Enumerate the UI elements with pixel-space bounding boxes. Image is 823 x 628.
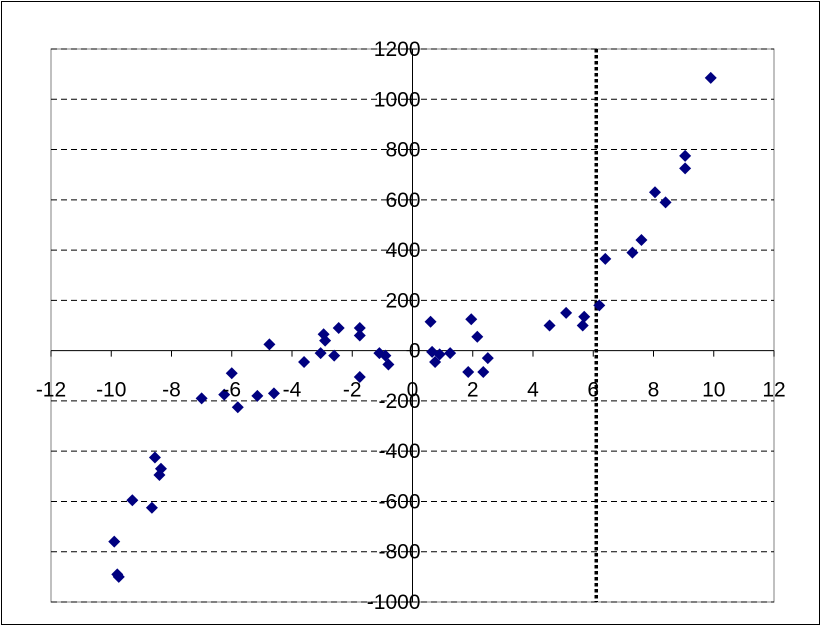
y-tick-label: 400 xyxy=(385,239,420,262)
data-point xyxy=(112,570,125,583)
data-point xyxy=(481,352,494,365)
data-point xyxy=(328,349,341,362)
data-point xyxy=(444,347,457,360)
data-point xyxy=(578,310,591,323)
data-point xyxy=(353,371,366,384)
x-tick-label: -12 xyxy=(36,379,66,402)
data-point xyxy=(353,322,366,335)
data-point xyxy=(679,162,692,175)
y-tick-label: 200 xyxy=(385,289,420,312)
x-tick-label: 0 xyxy=(407,379,419,402)
data-point xyxy=(471,330,484,343)
data-point xyxy=(263,338,276,351)
data-point xyxy=(319,334,332,347)
x-tick-label: 10 xyxy=(702,379,725,402)
data-point xyxy=(126,494,139,507)
y-tick-label: -400 xyxy=(378,440,420,463)
data-point xyxy=(225,367,238,380)
data-point xyxy=(298,355,311,368)
data-point xyxy=(148,451,161,464)
x-tick-label: 2 xyxy=(467,379,479,402)
data-point xyxy=(599,252,612,265)
y-tick-label: 0 xyxy=(409,340,421,363)
y-tick-label: 1000 xyxy=(374,88,421,111)
data-point xyxy=(659,196,672,209)
x-tick-label: -10 xyxy=(96,379,126,402)
data-point xyxy=(704,71,717,84)
data-point xyxy=(465,313,478,326)
data-point xyxy=(462,366,475,379)
data-point xyxy=(108,535,121,548)
x-tick-label: 8 xyxy=(648,379,660,402)
data-point xyxy=(626,246,639,259)
y-tick-label: -200 xyxy=(378,390,420,413)
data-point xyxy=(231,401,244,414)
x-tick-label: -4 xyxy=(283,379,302,402)
data-point xyxy=(543,319,556,332)
data-point xyxy=(429,355,442,368)
y-tick-label: 800 xyxy=(385,139,420,162)
x-tick-label: 6 xyxy=(587,379,599,402)
tick-labels: -12 -10 -8 -6 -4 -2 0 2 4 6 8 10 12 -1000 -800 -600 -400… xyxy=(36,38,786,614)
data-point xyxy=(477,366,490,379)
data-point xyxy=(332,322,345,335)
axes xyxy=(50,48,775,603)
y-tick-label: 600 xyxy=(385,189,420,212)
data-point xyxy=(218,388,231,401)
data-point xyxy=(382,358,395,371)
x-tick-label: -8 xyxy=(162,379,181,402)
data-point xyxy=(195,392,208,405)
data-point xyxy=(251,389,264,402)
x-tick-label: -6 xyxy=(222,379,241,402)
y-tick-label: -1000 xyxy=(367,591,421,614)
data-point xyxy=(424,315,437,328)
x-tick-label: 4 xyxy=(527,379,539,402)
y-tick-label: -600 xyxy=(378,490,420,513)
data-point xyxy=(635,234,648,247)
x-tick-label: -2 xyxy=(343,379,362,402)
data-points xyxy=(108,71,717,583)
x-tick-label: 12 xyxy=(762,379,785,402)
data-point xyxy=(145,501,158,514)
y-tick-label: 1200 xyxy=(374,38,421,61)
data-point xyxy=(154,462,167,475)
data-point xyxy=(267,387,280,400)
data-point xyxy=(560,306,573,319)
data-point xyxy=(679,149,692,162)
data-point xyxy=(433,348,446,361)
data-point xyxy=(314,347,327,360)
y-tick-label: -800 xyxy=(378,541,420,564)
data-point xyxy=(353,329,366,342)
data-point xyxy=(593,299,606,312)
data-point xyxy=(649,186,662,199)
data-point xyxy=(576,319,589,332)
